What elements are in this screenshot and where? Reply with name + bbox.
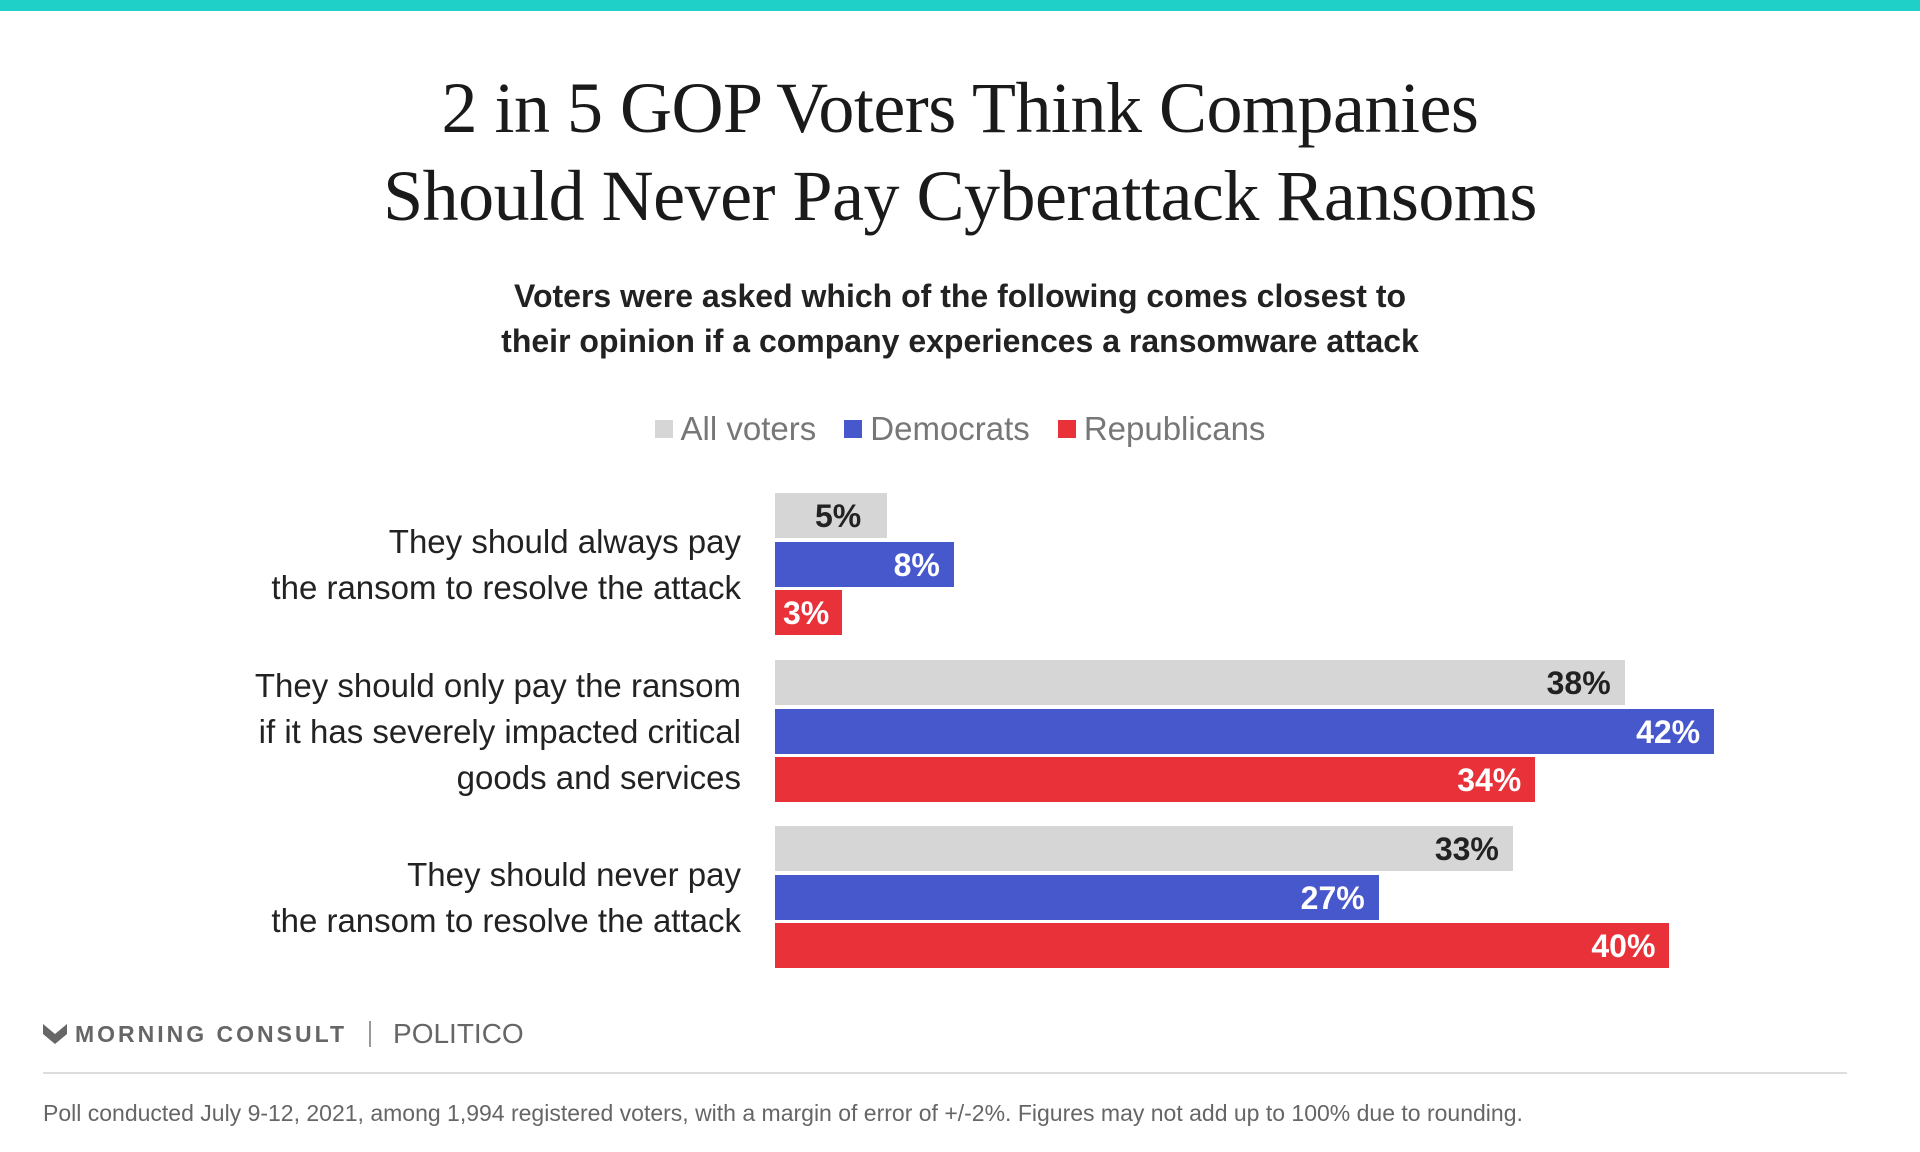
branding: MORNING CONSULT POLITICO bbox=[43, 1018, 524, 1050]
politico-logo: POLITICO bbox=[393, 1018, 524, 1049]
legend-swatch bbox=[654, 420, 673, 438]
category-label-line: the ransom to resolve the attack bbox=[271, 568, 741, 606]
legend-swatch bbox=[844, 420, 863, 438]
bar-republicans: 40% bbox=[775, 923, 1670, 968]
footer-divider bbox=[43, 1072, 1847, 1074]
subtitle-line: their opinion if a company experiences a… bbox=[501, 323, 1419, 359]
category-label-line: the ransom to resolve the attack bbox=[271, 901, 741, 939]
data-label: 38% bbox=[1546, 665, 1611, 701]
category-label: They should always pay the ransom to reso… bbox=[271, 519, 741, 611]
divider bbox=[369, 1021, 372, 1047]
legend-swatch bbox=[1057, 420, 1076, 438]
bar-democrats: 8% bbox=[775, 541, 954, 587]
category-label-line: They should never pay bbox=[407, 855, 741, 893]
bar-republicans: 34% bbox=[775, 757, 1536, 802]
data-label: 40% bbox=[1591, 928, 1656, 964]
legend-label: Democrats bbox=[870, 410, 1030, 447]
data-label: 3% bbox=[783, 595, 830, 631]
category-label-line: They should only pay the ransom bbox=[254, 666, 741, 704]
category-label-line: goods and services bbox=[456, 758, 741, 796]
chart-subtitle: Voters were asked which of the following… bbox=[0, 274, 1920, 364]
data-label: 5% bbox=[815, 498, 862, 534]
bar-democrats: 42% bbox=[775, 708, 1715, 754]
bar-all-voters: 33% bbox=[775, 826, 1513, 871]
data-label: 8% bbox=[893, 546, 940, 583]
legend-item: Democrats bbox=[844, 410, 1030, 448]
morning-consult-logo-icon bbox=[43, 1024, 67, 1044]
data-label: 42% bbox=[1636, 713, 1701, 750]
legend-label: Republicans bbox=[1083, 410, 1266, 447]
data-label: 33% bbox=[1434, 831, 1499, 867]
title-line: 2 in 5 GOP Voters Think Companies bbox=[441, 68, 1479, 148]
legend-item: All voters bbox=[654, 410, 817, 448]
legend: All voters Democrats Republicans bbox=[0, 410, 1920, 448]
bar-all-voters: 38% bbox=[775, 660, 1625, 705]
top-accent-bar bbox=[0, 0, 1920, 11]
legend-item: Republicans bbox=[1057, 410, 1266, 448]
footnote: Poll conducted July 9-12, 2021, among 1,… bbox=[43, 1100, 1523, 1126]
morning-consult-logo: MORNING CONSULT bbox=[75, 1020, 348, 1047]
legend-label: All voters bbox=[680, 410, 817, 447]
category-label-line: They should always pay bbox=[388, 522, 741, 560]
bar-all-voters: 5% bbox=[775, 493, 887, 538]
chart-title: 2 in 5 GOP Voters Think Companies Should… bbox=[0, 64, 1920, 240]
bar-democrats: 27% bbox=[775, 874, 1379, 920]
category-label-line: if it has severely impacted critical bbox=[258, 712, 741, 750]
category-label: They should never pay the ransom to resol… bbox=[271, 852, 741, 944]
title-line: Should Never Pay Cyberattack Ransoms bbox=[383, 156, 1537, 236]
subtitle-line: Voters were asked which of the following… bbox=[513, 278, 1407, 314]
bar-republicans: 3% bbox=[775, 590, 843, 635]
data-label: 34% bbox=[1457, 762, 1522, 798]
category-label: They should only pay the ransom if it has… bbox=[255, 663, 741, 801]
data-label: 27% bbox=[1300, 879, 1365, 916]
